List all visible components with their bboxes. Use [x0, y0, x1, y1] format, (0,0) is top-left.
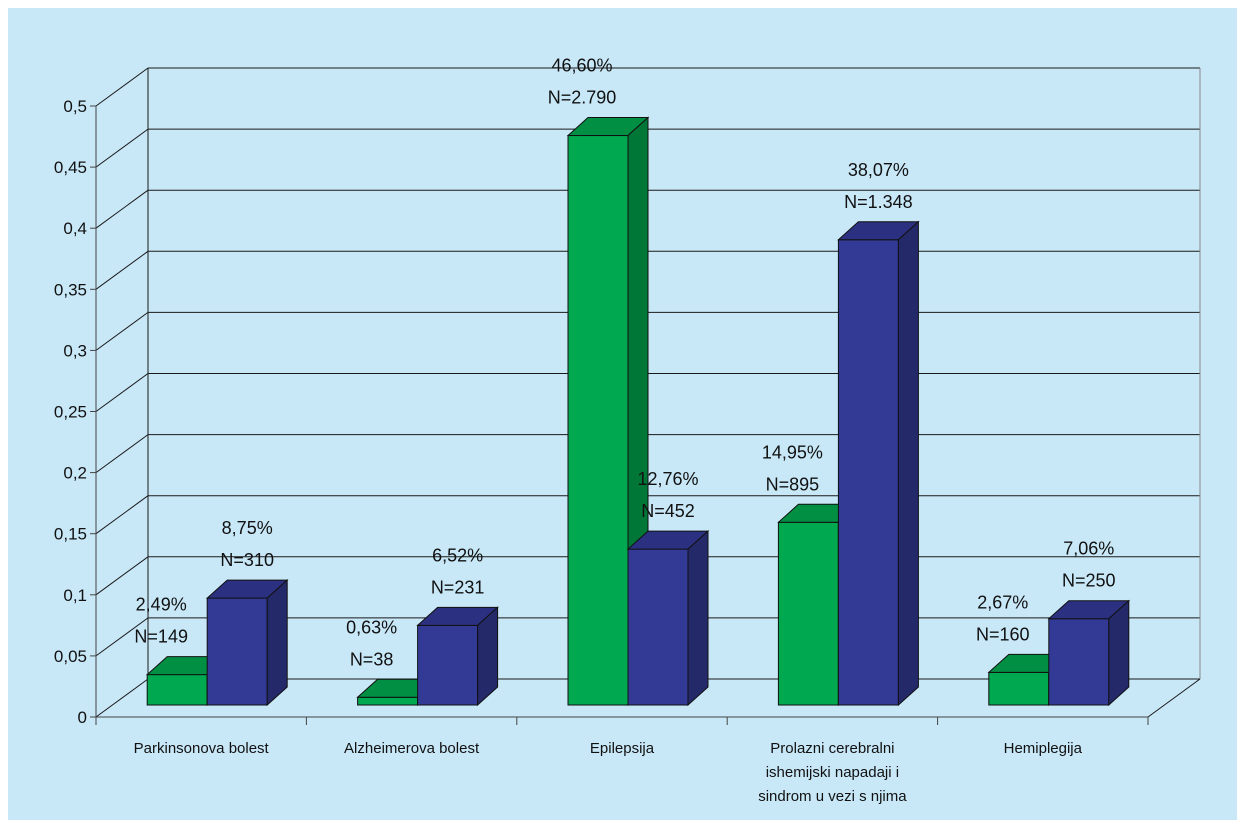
data-label-line: N=231 [431, 577, 485, 597]
floor-right-edge [1147, 678, 1201, 718]
side-gridline [95, 250, 149, 290]
y-tick-label: 0,4 [63, 219, 87, 238]
data-label: 8,75% N=310 [220, 518, 274, 570]
chart-frame: 0 0,05 0,1 0,15 0,2 0,25 0,3 0,35 0,4 0,45 0,5 2,49… [8, 8, 1237, 820]
bar-front [627, 548, 689, 706]
data-label-line: 46,60% [551, 56, 612, 76]
side-gridline [95, 189, 149, 229]
side-gridline [95, 128, 149, 168]
data-label-line: 7,06% [1063, 539, 1114, 559]
bar-series-1-cat-2 [626, 529, 710, 707]
data-labels: 2,49% N=149 8,75% N=310 0,63% N=38 6,52% N=231 4… [134, 56, 1115, 670]
bar-front [1048, 618, 1110, 706]
side-gridline [95, 311, 149, 351]
bar-front [988, 671, 1050, 706]
bar-side [687, 529, 709, 707]
data-label-line: 0,63% [346, 617, 397, 637]
x-category-label: Prolazni cerebralni ishemijski napadaji i… [758, 740, 907, 805]
x-category-label-line: ishemijski napadaji i [766, 764, 899, 781]
bar-series-1-cat-0 [205, 578, 289, 707]
data-label: 0,63% N=38 [346, 617, 397, 669]
y-tick-label: 0,15 [54, 525, 87, 544]
x-category-label: Epilepsija [590, 740, 655, 757]
x-category-label-line: Alzheimerova bolest [344, 740, 480, 757]
bar-side [477, 606, 499, 707]
data-label: 46,60% N=2.790 [548, 56, 617, 108]
bar-side [1108, 599, 1130, 707]
bar-front [146, 674, 208, 706]
bar-chart: 0 0,05 0,1 0,15 0,2 0,25 0,3 0,35 0,4 0,45 0,5 2,49… [54, 56, 1201, 805]
data-label-line: N=452 [641, 501, 695, 521]
bar-series-1-cat-1 [416, 606, 499, 707]
data-label: 6,52% N=231 [431, 545, 485, 597]
side-gridline [95, 373, 149, 412]
bar-series-1-cat-3 [837, 220, 920, 707]
y-tick-label: 0,3 [63, 341, 87, 360]
x-category-label-line: Prolazni cerebralni [770, 740, 894, 757]
data-label-line: N=160 [976, 624, 1030, 644]
data-label-line: N=149 [134, 627, 188, 647]
x-category-label-line: sindrom u vezi s njima [758, 788, 907, 805]
data-label: 2,67% N=160 [976, 592, 1030, 644]
side-gridline [95, 678, 149, 718]
y-tick-label: 0,35 [54, 280, 87, 299]
bar-side [897, 220, 919, 707]
data-label-line: 8,75% [222, 518, 273, 538]
data-label-line: N=895 [766, 474, 820, 494]
x-category-label: Alzheimerova bolest [344, 740, 480, 757]
data-label: 7,06% N=250 [1062, 539, 1116, 591]
x-category-label-line: Epilepsija [590, 740, 655, 757]
y-tick-label: 0,45 [54, 158, 87, 177]
y-tick-label: 0,25 [54, 403, 87, 422]
data-label: 38,07% N=1.348 [844, 160, 913, 212]
side-gridline [95, 495, 149, 535]
data-label-line: 2,49% [136, 595, 187, 615]
bar-series-1-cat-4 [1047, 599, 1131, 707]
side-gridline [95, 67, 149, 107]
bar-side [266, 578, 288, 707]
y-tick-label: 0,5 [63, 97, 87, 116]
side-gridline [95, 617, 149, 657]
bar-front [567, 135, 629, 706]
y-tick-label: 0,05 [54, 647, 87, 666]
y-tick-label: 0,1 [63, 586, 87, 605]
data-label: 2,49% N=149 [134, 595, 188, 647]
y-tick-label: 0 [78, 708, 87, 727]
data-label-line: 14,95% [762, 442, 823, 462]
data-label-line: 2,67% [977, 592, 1028, 612]
y-tick-label: 0,2 [63, 464, 87, 483]
data-label-line: N=38 [350, 649, 394, 669]
data-label-line: 38,07% [848, 160, 909, 180]
x-category-label: Parkinsonova bolest [134, 740, 270, 757]
data-label-line: N=2.790 [548, 88, 617, 108]
data-label: 14,95% N=895 [762, 442, 823, 494]
bar-front [777, 521, 839, 706]
bar-front [837, 239, 899, 706]
data-label-line: 12,76% [637, 469, 698, 489]
bar-front [417, 624, 479, 706]
side-gridline [95, 556, 149, 596]
side-gridline [95, 434, 149, 474]
x-category-label-line: Parkinsonova bolest [134, 740, 270, 757]
bar-front [206, 597, 268, 706]
data-label-line: N=310 [220, 550, 274, 570]
data-label-line: N=250 [1062, 571, 1116, 591]
bars [145, 116, 1131, 707]
data-label: 12,76% N=452 [637, 469, 698, 521]
x-category-label: Hemiplegija [1004, 740, 1083, 757]
data-label-line: 6,52% [432, 545, 483, 565]
bar-front [357, 696, 419, 706]
x-category-label-line: Hemiplegija [1004, 740, 1083, 757]
data-label-line: N=1.348 [844, 192, 913, 212]
